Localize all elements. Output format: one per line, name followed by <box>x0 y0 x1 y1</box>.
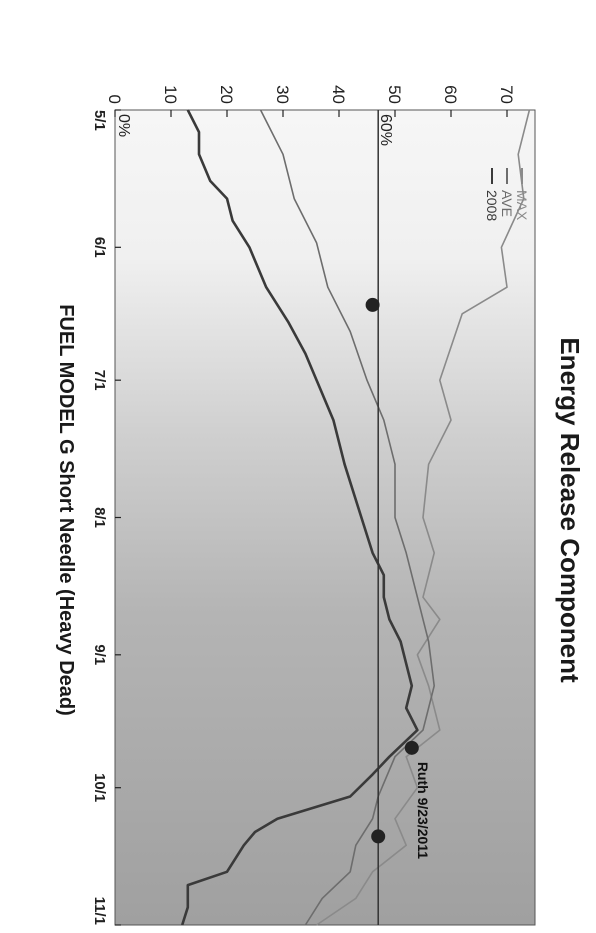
x-tick-label: 5/1 <box>91 110 108 131</box>
marker-point <box>365 297 380 312</box>
legend-label: 2008 <box>484 190 500 221</box>
x-tick-label: 9/1 <box>91 644 108 665</box>
series-line-2008 <box>180 109 419 926</box>
y-tick-label: 70 <box>497 85 516 104</box>
chart-title: Energy Release Component <box>555 337 585 683</box>
legend-label: AVE <box>499 190 515 217</box>
x-tick-label: 7/1 <box>91 370 108 391</box>
baseline-label: 0% <box>115 114 132 137</box>
series-line-max <box>316 109 531 926</box>
x-tick-label: 10/1 <box>91 773 108 802</box>
x-axis-label: FUEL MODEL G Short Needle (Heavy Dead) <box>55 304 77 716</box>
y-tick-label: 60 <box>441 85 460 104</box>
y-tick-label: 50 <box>385 85 404 104</box>
marker-point <box>404 740 419 755</box>
legend-label: MAX <box>514 190 530 221</box>
y-tick-label: 30 <box>273 85 292 104</box>
marker-label: Ruth 9/23/2011 <box>415 762 431 859</box>
y-tick-label: 10 <box>161 85 180 104</box>
series-line-ave <box>259 109 435 926</box>
y-tick-label: 0 <box>105 95 124 104</box>
x-tick-label: 6/1 <box>91 237 108 258</box>
x-tick-label: 8/1 <box>91 507 108 528</box>
y-tick-label: 20 <box>217 85 236 104</box>
reference-line-label: 60% <box>377 114 394 146</box>
plot-background <box>115 110 535 925</box>
y-tick-label: 40 <box>329 85 348 104</box>
marker-point <box>371 829 386 844</box>
x-tick-label: 11/1 <box>91 897 108 925</box>
